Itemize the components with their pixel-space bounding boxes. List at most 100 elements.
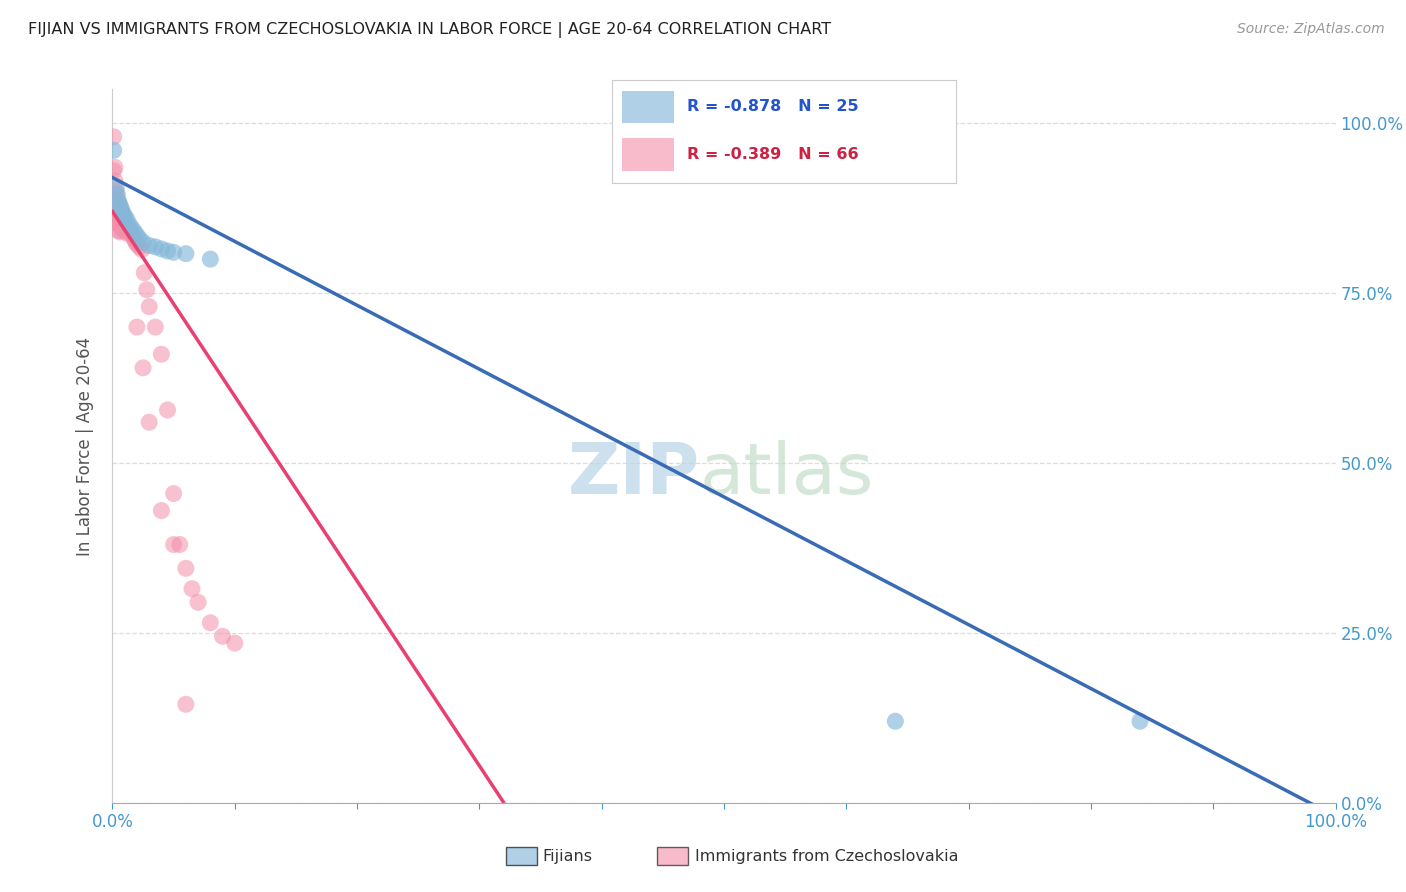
Point [163, 486, 186, 500]
Point [111, 223, 134, 237]
Point [107, 194, 129, 209]
Point [107, 223, 129, 237]
Text: R = -0.389   N = 66: R = -0.389 N = 66 [688, 146, 859, 161]
Point [134, 266, 156, 280]
Point [105, 180, 128, 194]
Point [115, 224, 138, 238]
Point [112, 210, 135, 224]
Point [110, 219, 132, 234]
Point [125, 320, 148, 334]
Point [174, 561, 197, 575]
Point [121, 227, 143, 242]
Point [114, 212, 136, 227]
Point [110, 211, 132, 226]
Point [115, 218, 138, 232]
Point [111, 204, 134, 219]
Point [117, 220, 139, 235]
Point [128, 240, 150, 254]
Point [163, 537, 186, 551]
Point [107, 215, 129, 229]
Point [114, 209, 136, 223]
Text: R = -0.878   N = 25: R = -0.878 N = 25 [688, 99, 859, 114]
Point [128, 232, 150, 246]
Point [110, 201, 132, 215]
Point [150, 347, 173, 361]
Point [156, 244, 179, 258]
Bar [621, 91, 673, 123]
Text: Source: ZipAtlas.com: Source: ZipAtlas.com [1237, 22, 1385, 37]
Point [104, 187, 127, 202]
Point [110, 203, 132, 218]
Point [103, 129, 125, 144]
Point [105, 194, 128, 209]
Point [112, 218, 135, 232]
Point [118, 223, 141, 237]
Point [107, 208, 129, 222]
Point [163, 245, 186, 260]
Point [120, 226, 142, 240]
Point [200, 615, 222, 630]
Point [135, 283, 157, 297]
Point [124, 225, 146, 239]
Point [121, 221, 143, 235]
Point [108, 198, 131, 212]
Point [187, 595, 209, 609]
Point [169, 537, 191, 551]
Point [1129, 714, 1152, 729]
Point [884, 714, 907, 729]
Point [132, 235, 155, 249]
Point [224, 636, 246, 650]
Point [125, 235, 148, 249]
Point [111, 215, 134, 229]
Point [107, 204, 129, 219]
Point [105, 210, 128, 224]
Point [200, 252, 222, 266]
Point [150, 503, 173, 517]
Text: Fijians: Fijians [543, 849, 593, 863]
Point [103, 163, 125, 178]
Point [174, 246, 197, 260]
Point [143, 320, 166, 334]
Point [104, 161, 127, 175]
Point [211, 629, 233, 643]
Point [138, 238, 160, 252]
Point [138, 300, 160, 314]
Bar [621, 137, 673, 170]
Point [174, 698, 197, 712]
Point [111, 206, 134, 220]
Point [122, 230, 145, 244]
Point [105, 204, 128, 219]
Point [150, 242, 173, 256]
Point [131, 243, 153, 257]
Text: Immigrants from Czechoslovakia: Immigrants from Czechoslovakia [695, 849, 957, 863]
Point [181, 582, 204, 596]
Point [108, 199, 131, 213]
Point [108, 217, 131, 231]
Point [105, 217, 128, 231]
Point [114, 221, 136, 235]
Point [104, 174, 127, 188]
Point [115, 227, 138, 241]
Point [125, 237, 148, 252]
Point [103, 144, 125, 158]
Point [105, 184, 128, 198]
Point [143, 240, 166, 254]
Point [115, 212, 138, 227]
Point [107, 196, 129, 211]
Point [115, 215, 138, 229]
Point [138, 415, 160, 429]
Point [105, 187, 128, 202]
Point [105, 187, 128, 202]
Point [105, 201, 128, 215]
Point [108, 225, 131, 239]
Point [124, 232, 146, 246]
Y-axis label: In Labor Force | Age 20-64: In Labor Force | Age 20-64 [76, 336, 94, 556]
Point [108, 208, 131, 222]
Point [125, 228, 148, 243]
Point [112, 208, 135, 222]
Point [118, 218, 141, 232]
Point [132, 360, 155, 375]
Point [105, 198, 128, 212]
Text: FIJIAN VS IMMIGRANTS FROM CZECHOSLOVAKIA IN LABOR FORCE | AGE 20-64 CORRELATION : FIJIAN VS IMMIGRANTS FROM CZECHOSLOVAKIA… [28, 22, 831, 38]
Point [156, 403, 179, 417]
